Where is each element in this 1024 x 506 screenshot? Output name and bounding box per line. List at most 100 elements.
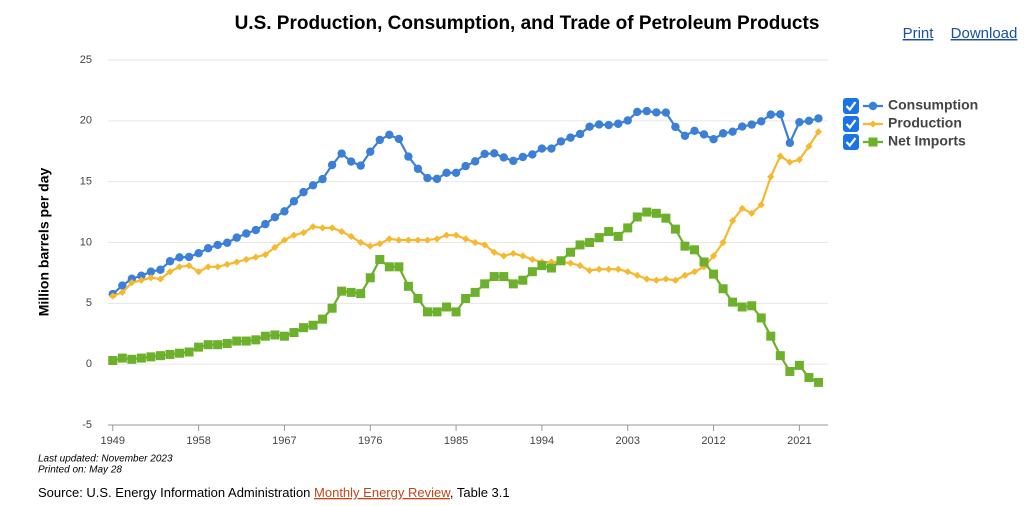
marker xyxy=(700,263,708,271)
marker xyxy=(537,261,547,271)
marker xyxy=(365,273,375,283)
x-tick-label: 2012 xyxy=(701,435,725,447)
legend-item[interactable]: Consumption xyxy=(843,97,978,114)
marker xyxy=(595,265,603,273)
marker xyxy=(794,360,804,370)
marker xyxy=(594,233,604,243)
marker xyxy=(604,120,613,130)
print-link[interactable]: Print xyxy=(903,25,935,42)
marker xyxy=(605,265,613,273)
marker xyxy=(127,274,137,283)
marker xyxy=(423,173,432,183)
marker xyxy=(271,243,279,251)
marker xyxy=(805,142,813,150)
marker xyxy=(232,233,241,242)
marker xyxy=(661,108,671,117)
marker xyxy=(709,252,718,260)
marker xyxy=(309,223,317,231)
marker xyxy=(662,275,670,283)
source: Source: U.S. Energy Information Administ… xyxy=(38,485,510,500)
marker xyxy=(337,149,346,158)
marker xyxy=(747,120,756,129)
marker xyxy=(338,227,346,236)
legend-marker xyxy=(868,137,878,147)
marker xyxy=(290,231,298,239)
marker xyxy=(470,287,480,297)
marker xyxy=(175,253,184,262)
marker xyxy=(298,323,308,333)
marker xyxy=(462,235,470,243)
marker xyxy=(480,279,490,289)
marker xyxy=(175,348,185,358)
marker xyxy=(718,284,728,294)
marker xyxy=(518,152,528,162)
marker xyxy=(729,217,737,225)
marker xyxy=(442,168,451,177)
marker xyxy=(251,225,261,235)
legend-item[interactable]: Net Imports xyxy=(843,133,966,150)
marker xyxy=(270,330,280,340)
marker xyxy=(233,258,241,266)
marker xyxy=(214,263,222,271)
source-link[interactable]: Monthly Energy Review xyxy=(314,485,451,500)
legend-label: Production xyxy=(888,115,962,131)
marker xyxy=(127,354,137,364)
marker xyxy=(527,267,537,277)
marker xyxy=(356,161,365,170)
marker xyxy=(528,255,536,264)
marker xyxy=(327,160,337,170)
marker xyxy=(814,128,823,136)
marker xyxy=(757,201,765,209)
legend-checkbox[interactable] xyxy=(843,98,859,114)
marker xyxy=(795,117,804,127)
marker xyxy=(137,276,145,284)
marker xyxy=(461,293,471,303)
chart-title: U.S. Production, Consumption, and Trade … xyxy=(235,13,820,34)
marker xyxy=(756,313,766,323)
legend-checkbox[interactable] xyxy=(843,134,859,150)
y-axis-label: Million barrels per day xyxy=(36,167,52,316)
marker xyxy=(394,134,404,144)
marker xyxy=(403,281,413,291)
marker xyxy=(813,377,823,387)
marker xyxy=(528,150,537,159)
marker xyxy=(537,144,547,153)
marker xyxy=(709,269,719,279)
marker xyxy=(786,158,794,166)
legend-checkbox[interactable] xyxy=(843,116,859,132)
marker xyxy=(261,219,270,229)
marker xyxy=(442,302,452,312)
marker xyxy=(414,236,422,244)
marker xyxy=(337,286,347,296)
marker xyxy=(671,276,680,284)
marker xyxy=(737,122,747,131)
marker xyxy=(585,266,594,275)
marker xyxy=(566,247,576,257)
marker xyxy=(213,240,222,250)
legend-item[interactable]: Production xyxy=(843,115,962,132)
checkmark xyxy=(845,137,857,148)
marker xyxy=(280,207,289,216)
download-link[interactable]: Download xyxy=(951,25,1018,42)
y-tick-label: -5 xyxy=(82,419,92,431)
marker xyxy=(422,307,432,317)
checkmark xyxy=(845,119,857,130)
marker xyxy=(413,164,423,173)
marker xyxy=(223,260,231,268)
marker xyxy=(204,263,212,271)
marker xyxy=(128,279,136,287)
marker xyxy=(719,238,727,247)
marker xyxy=(814,114,823,123)
marker xyxy=(375,255,385,265)
marker xyxy=(480,149,489,159)
marker xyxy=(356,289,366,299)
marker xyxy=(738,204,746,213)
marker xyxy=(423,236,432,244)
marker xyxy=(804,373,814,383)
marker xyxy=(327,303,337,313)
marker xyxy=(252,253,260,261)
x-tick-label: 1976 xyxy=(358,435,382,447)
marker xyxy=(261,251,269,259)
marker xyxy=(308,181,318,190)
marker xyxy=(499,153,508,162)
